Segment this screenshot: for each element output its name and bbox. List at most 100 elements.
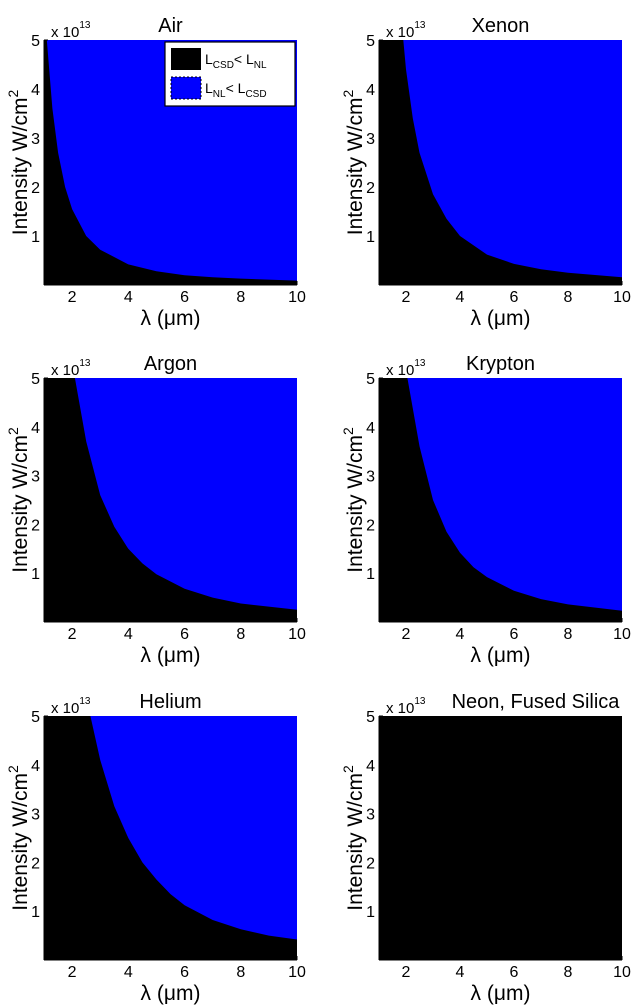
subplot-title: Argon xyxy=(144,353,197,375)
y-tick-label: 5 xyxy=(366,371,375,388)
y-tick-label: 5 xyxy=(31,709,40,726)
x-axis-label: λ (μm) xyxy=(141,982,201,1005)
y-tick-label: 4 xyxy=(31,420,40,437)
x-tick-label: 8 xyxy=(564,626,573,643)
subplot-title: Helium xyxy=(139,691,201,713)
x-tick-label: 4 xyxy=(124,289,133,306)
x-tick-label: 2 xyxy=(402,626,411,643)
x-tick-label: 6 xyxy=(180,289,189,306)
x-axis-label: λ (μm) xyxy=(471,982,531,1005)
y-tick-label: 5 xyxy=(31,33,40,50)
x-tick-label: 6 xyxy=(510,289,519,306)
x-tick-label: 6 xyxy=(510,626,519,643)
x-tick-label: 8 xyxy=(564,964,573,981)
region-black xyxy=(379,378,622,622)
y-tick-label: 1 xyxy=(366,904,375,921)
y-axis-label: Intensity W/cm2 xyxy=(340,427,367,573)
x-tick-label: 8 xyxy=(236,964,245,981)
region-black xyxy=(44,378,297,622)
subplot-title: Air xyxy=(158,15,183,37)
x-tick-label: 10 xyxy=(288,626,306,643)
y-tick-label: 3 xyxy=(366,469,375,486)
y-tick-label: 5 xyxy=(31,371,40,388)
region-black xyxy=(379,716,622,960)
x-tick-label: 8 xyxy=(236,289,245,306)
y-axis-label: Intensity W/cm2 xyxy=(5,765,32,911)
y-tick-label: 4 xyxy=(31,758,40,775)
x-tick-label: 2 xyxy=(68,289,77,306)
y-tick-label: 1 xyxy=(31,904,40,921)
x-tick-label: 4 xyxy=(456,626,465,643)
y-axis-label: Intensity W/cm2 xyxy=(5,427,32,573)
y-tick-label: 5 xyxy=(366,33,375,50)
subplot-title: Neon, Fused Silica xyxy=(452,691,621,713)
x-tick-label: 10 xyxy=(613,626,631,643)
x-axis-label: λ (μm) xyxy=(141,307,201,330)
x-tick-label: 4 xyxy=(456,289,465,306)
y-tick-label: 3 xyxy=(31,131,40,148)
legend-label-black: LCSD< LNL xyxy=(205,51,267,71)
x-tick-label: 8 xyxy=(564,289,573,306)
y-axis-label: Intensity W/cm2 xyxy=(340,90,367,236)
x-axis-label: λ (μm) xyxy=(471,307,531,330)
y-scale-multiplier: x 1013 xyxy=(51,696,91,717)
x-tick-label: 10 xyxy=(613,964,631,981)
y-tick-label: 1 xyxy=(366,229,375,246)
legend-label-blue: LNL< LCSD xyxy=(205,80,267,100)
y-axis-label: Intensity W/cm2 xyxy=(340,765,367,911)
y-tick-label: 2 xyxy=(31,855,40,872)
y-tick-label: 3 xyxy=(366,807,375,824)
x-tick-label: 4 xyxy=(124,964,133,981)
subplot-title: Krypton xyxy=(466,353,535,375)
region-black xyxy=(379,40,622,285)
y-tick-label: 1 xyxy=(31,229,40,246)
x-tick-label: 2 xyxy=(68,964,77,981)
x-tick-label: 6 xyxy=(180,964,189,981)
x-tick-label: 2 xyxy=(402,964,411,981)
y-tick-label: 2 xyxy=(366,517,375,534)
y-tick-label: 2 xyxy=(366,180,375,197)
legend: LCSD< LNL LNL< LCSD xyxy=(164,41,296,107)
subplot-title: Xenon xyxy=(472,15,530,37)
y-tick-label: 3 xyxy=(366,131,375,148)
y-tick-label: 4 xyxy=(366,758,375,775)
x-tick-label: 6 xyxy=(510,964,519,981)
y-tick-label: 5 xyxy=(366,709,375,726)
y-tick-label: 1 xyxy=(366,566,375,583)
x-tick-label: 8 xyxy=(236,626,245,643)
x-axis-label: λ (μm) xyxy=(471,644,531,667)
region-black xyxy=(44,40,297,285)
x-tick-label: 2 xyxy=(68,626,77,643)
x-tick-label: 4 xyxy=(456,964,465,981)
y-tick-label: 2 xyxy=(366,855,375,872)
legend-swatch-black xyxy=(171,48,201,70)
y-tick-label: 1 xyxy=(31,566,40,583)
x-tick-label: 6 xyxy=(180,626,189,643)
y-tick-label: 3 xyxy=(31,469,40,486)
y-scale-multiplier: x 1013 xyxy=(386,696,426,717)
x-tick-label: 10 xyxy=(288,964,306,981)
x-axis-label: λ (μm) xyxy=(141,644,201,667)
y-scale-multiplier: x 1013 xyxy=(386,20,426,41)
x-tick-label: 10 xyxy=(613,289,631,306)
y-tick-label: 4 xyxy=(366,82,375,99)
y-tick-label: 4 xyxy=(31,82,40,99)
y-tick-label: 4 xyxy=(366,420,375,437)
y-tick-label: 2 xyxy=(31,180,40,197)
y-axis-label: Intensity W/cm2 xyxy=(5,90,32,236)
y-scale-multiplier: x 1013 xyxy=(51,358,91,379)
x-tick-label: 2 xyxy=(402,289,411,306)
region-black xyxy=(44,716,297,960)
y-scale-multiplier: x 1013 xyxy=(386,358,426,379)
y-tick-label: 3 xyxy=(31,807,40,824)
y-scale-multiplier: x 1013 xyxy=(51,20,91,41)
x-tick-label: 4 xyxy=(124,626,133,643)
legend-swatch-blue xyxy=(170,76,202,100)
x-tick-label: 10 xyxy=(288,289,306,306)
